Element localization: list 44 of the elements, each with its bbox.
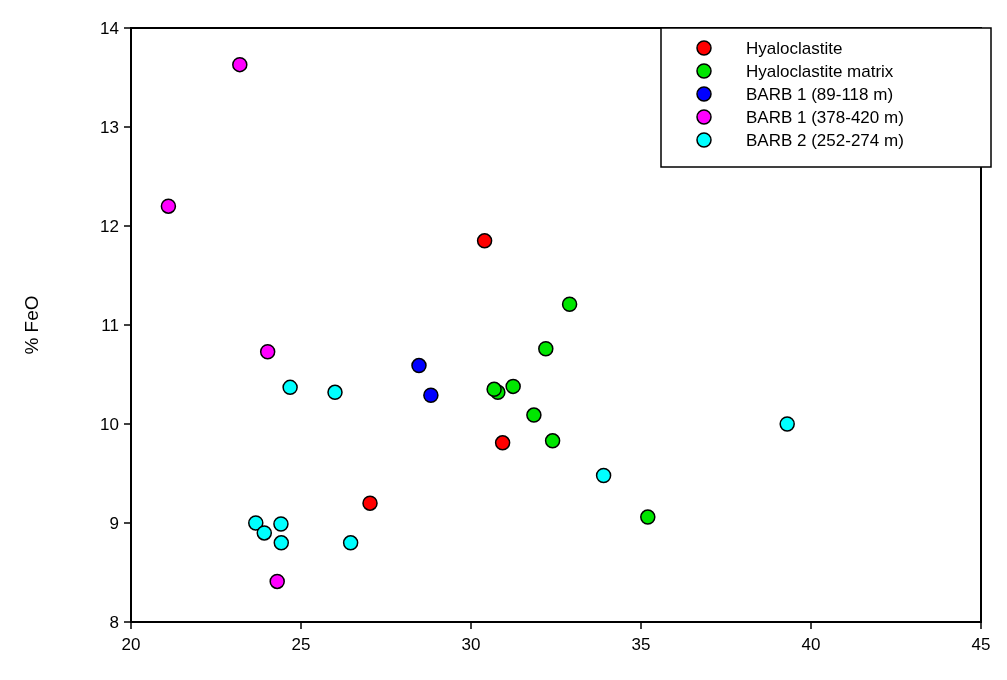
y-tick-label: 9 <box>109 513 119 533</box>
legend-label: BARB 1 (89-118 m) <box>746 84 894 104</box>
point <box>160 198 177 214</box>
x-tick-label: 40 <box>801 635 821 654</box>
point <box>282 379 298 396</box>
x-tick-label: 25 <box>291 635 311 654</box>
point <box>595 467 612 484</box>
legend-label: BARB 2 (252-274 m) <box>746 130 904 150</box>
y-axis-title: % FeO <box>21 295 42 355</box>
legend-label: Hyaloclastite matrix <box>746 61 894 81</box>
y-tick-label: 12 <box>100 216 119 236</box>
point <box>411 357 427 374</box>
point <box>486 381 502 398</box>
point <box>779 416 795 432</box>
point <box>269 573 285 590</box>
y-tick-label: 8 <box>109 612 119 632</box>
point <box>248 515 264 531</box>
point <box>561 296 578 312</box>
point <box>423 387 439 404</box>
point <box>538 341 554 357</box>
point <box>259 343 276 360</box>
legend-label: Hyaloclastite <box>746 38 843 58</box>
x-tick-label: 35 <box>631 635 651 654</box>
point <box>273 535 290 551</box>
point <box>526 407 542 423</box>
point <box>494 435 511 451</box>
point <box>232 56 248 73</box>
point <box>273 516 289 532</box>
point <box>476 233 493 249</box>
point <box>505 378 521 395</box>
x-tick-label: 30 <box>461 635 481 654</box>
legend-label: BARB 1 (378-420 m) <box>746 107 904 127</box>
y-tick-label: 14 <box>100 18 119 38</box>
point <box>342 535 359 551</box>
point <box>327 384 343 401</box>
y-tick-label: 10 <box>100 414 119 434</box>
point <box>640 509 656 525</box>
y-tick-label: 13 <box>100 117 119 137</box>
point <box>362 495 378 511</box>
x-tick-label: 45 <box>971 635 991 654</box>
point <box>544 433 561 449</box>
x-tick-label: 20 <box>121 635 141 654</box>
point <box>256 525 273 541</box>
y-tick-label: 11 <box>101 315 119 335</box>
